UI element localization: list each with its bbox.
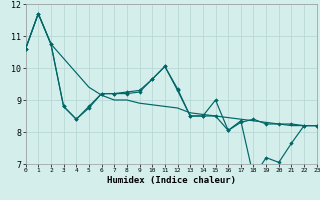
X-axis label: Humidex (Indice chaleur): Humidex (Indice chaleur): [107, 176, 236, 185]
